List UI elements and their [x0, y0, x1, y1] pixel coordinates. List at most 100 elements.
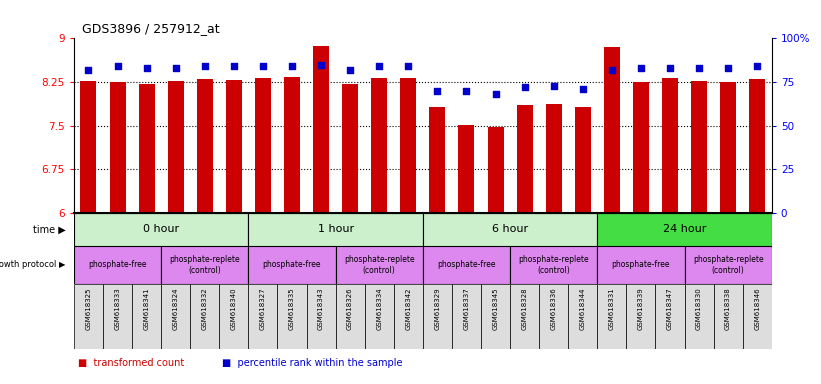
Text: phosphate-free: phosphate-free [437, 260, 496, 270]
Point [373, 63, 386, 70]
FancyBboxPatch shape [277, 284, 306, 349]
FancyBboxPatch shape [510, 246, 598, 284]
Bar [546, 104, 562, 213]
FancyBboxPatch shape [365, 284, 394, 349]
Text: GSM618335: GSM618335 [289, 287, 295, 330]
Point [314, 61, 328, 68]
Bar [488, 127, 503, 213]
Text: phosphate-replete
(control): phosphate-replete (control) [518, 255, 589, 275]
FancyBboxPatch shape [248, 213, 423, 246]
Text: ■  percentile rank within the sample: ■ percentile rank within the sample [222, 358, 402, 368]
Bar [516, 105, 533, 213]
Text: GSM618330: GSM618330 [696, 287, 702, 330]
Point [692, 65, 705, 71]
Point [518, 84, 531, 90]
Bar [633, 82, 649, 213]
FancyBboxPatch shape [510, 284, 539, 349]
Bar [662, 78, 678, 213]
Point [663, 65, 677, 71]
Text: GSM618329: GSM618329 [434, 287, 440, 330]
Text: phosphate-replete
(control): phosphate-replete (control) [344, 255, 415, 275]
Text: phosphate-free: phosphate-free [612, 260, 670, 270]
Bar [691, 81, 707, 213]
Bar [255, 78, 271, 213]
Point [635, 65, 648, 71]
Point [722, 65, 735, 71]
FancyBboxPatch shape [743, 284, 772, 349]
FancyBboxPatch shape [103, 284, 132, 349]
Text: GSM618338: GSM618338 [725, 287, 732, 330]
FancyBboxPatch shape [539, 284, 568, 349]
Bar [80, 81, 96, 213]
Point [286, 63, 299, 70]
FancyBboxPatch shape [655, 284, 685, 349]
Text: GDS3896 / 257912_at: GDS3896 / 257912_at [82, 22, 220, 35]
Bar [342, 84, 358, 213]
FancyBboxPatch shape [423, 213, 598, 246]
FancyBboxPatch shape [598, 213, 772, 246]
Bar [401, 78, 416, 213]
Bar [109, 82, 126, 213]
Bar [226, 80, 242, 213]
FancyBboxPatch shape [190, 284, 219, 349]
Text: 24 hour: 24 hour [663, 224, 706, 235]
Text: GSM618334: GSM618334 [376, 287, 383, 330]
FancyBboxPatch shape [423, 284, 452, 349]
FancyBboxPatch shape [74, 246, 161, 284]
Bar [575, 107, 591, 213]
Bar [167, 81, 184, 213]
FancyBboxPatch shape [336, 246, 423, 284]
FancyBboxPatch shape [74, 284, 103, 349]
Bar [750, 79, 765, 213]
Point [489, 91, 502, 98]
Point [547, 83, 560, 89]
Bar [284, 78, 300, 213]
Point [431, 88, 444, 94]
Text: phosphate-replete
(control): phosphate-replete (control) [169, 255, 240, 275]
FancyBboxPatch shape [74, 213, 248, 246]
FancyBboxPatch shape [248, 284, 277, 349]
Text: GSM618325: GSM618325 [85, 287, 91, 330]
Text: GSM618337: GSM618337 [463, 287, 470, 330]
Text: GSM618326: GSM618326 [347, 287, 353, 330]
Point [256, 63, 269, 70]
Point [169, 65, 182, 71]
FancyBboxPatch shape [161, 246, 248, 284]
Text: GSM618331: GSM618331 [609, 287, 615, 330]
Text: phosphate-free: phosphate-free [263, 260, 321, 270]
Bar [371, 78, 388, 213]
Text: GSM618340: GSM618340 [231, 287, 236, 330]
FancyBboxPatch shape [132, 284, 161, 349]
Point [82, 67, 95, 73]
FancyBboxPatch shape [248, 246, 336, 284]
Point [227, 63, 241, 70]
Text: GSM618336: GSM618336 [551, 287, 557, 330]
Text: GSM618343: GSM618343 [318, 287, 324, 330]
Text: GSM618341: GSM618341 [144, 287, 149, 330]
FancyBboxPatch shape [219, 284, 248, 349]
Point [343, 67, 356, 73]
FancyBboxPatch shape [598, 284, 626, 349]
Text: GSM618328: GSM618328 [521, 287, 528, 330]
Point [198, 63, 211, 70]
Point [460, 88, 473, 94]
FancyBboxPatch shape [423, 246, 510, 284]
FancyBboxPatch shape [685, 246, 772, 284]
Text: growth protocol ▶: growth protocol ▶ [0, 260, 66, 270]
Text: GSM618344: GSM618344 [580, 287, 585, 330]
Point [605, 67, 618, 73]
Text: GSM618327: GSM618327 [260, 287, 266, 330]
FancyBboxPatch shape [713, 284, 743, 349]
Bar [139, 84, 154, 213]
Text: phosphate-replete
(control): phosphate-replete (control) [693, 255, 764, 275]
Point [111, 63, 124, 70]
Bar [603, 47, 620, 213]
Text: GSM618339: GSM618339 [638, 287, 644, 330]
Text: 6 hour: 6 hour [492, 224, 528, 235]
Point [750, 63, 764, 70]
FancyBboxPatch shape [598, 246, 685, 284]
Point [576, 86, 589, 92]
FancyBboxPatch shape [394, 284, 423, 349]
Text: GSM618345: GSM618345 [493, 287, 498, 330]
Bar [720, 82, 736, 213]
